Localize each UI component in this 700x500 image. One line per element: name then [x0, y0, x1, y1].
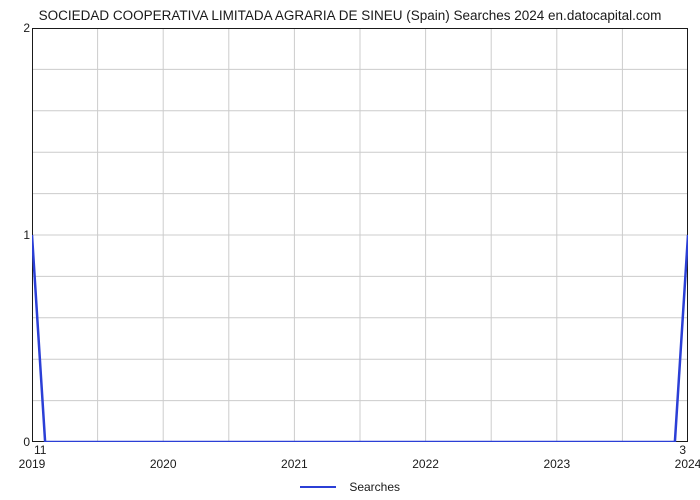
y-tick-label: 0	[23, 435, 30, 449]
x-tick-label: 2020	[150, 457, 177, 471]
plot-area	[32, 28, 688, 442]
corner-label-right: 3	[679, 443, 686, 457]
legend: Searches	[0, 479, 700, 494]
y-tick-label: 2	[23, 21, 30, 35]
x-tick-label: 2019	[19, 457, 46, 471]
x-tick-label: 2023	[543, 457, 570, 471]
legend-label: Searches	[349, 480, 400, 494]
x-tick-label: 2021	[281, 457, 308, 471]
chart-svg	[32, 28, 688, 442]
legend-swatch	[300, 486, 336, 488]
y-tick-label: 1	[23, 228, 30, 242]
corner-label-left: 11	[34, 443, 46, 457]
chart-title: SOCIEDAD COOPERATIVA LIMITADA AGRARIA DE…	[0, 8, 700, 23]
chart-container: SOCIEDAD COOPERATIVA LIMITADA AGRARIA DE…	[0, 0, 700, 500]
x-tick-label: 2022	[412, 457, 439, 471]
x-tick-label: 2024	[675, 457, 700, 471]
